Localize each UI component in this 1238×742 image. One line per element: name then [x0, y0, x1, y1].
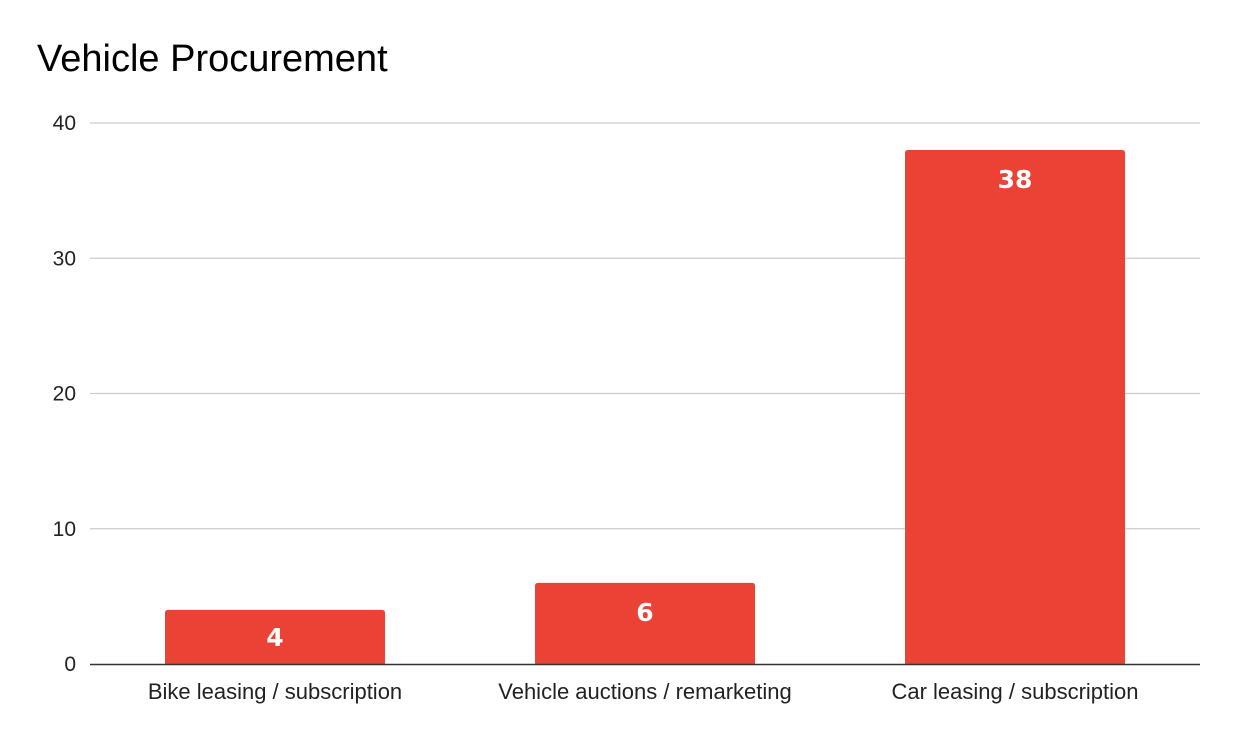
- x-category-label: Car leasing / subscription: [891, 679, 1138, 704]
- bar-data-label: 38: [998, 165, 1033, 194]
- y-tick-label: 0: [64, 653, 76, 676]
- x-axis-labels: Bike leasing / subscription Vehicle aucti…: [148, 679, 1139, 704]
- y-axis-ticks: 0 10 20 30 40: [53, 112, 76, 676]
- chart-title: Vehicle Procurement: [37, 38, 388, 80]
- bars: 4 6 38: [165, 150, 1125, 665]
- bar: [165, 609, 385, 664]
- bar: [905, 150, 1125, 665]
- y-tick-label: 20: [53, 383, 76, 406]
- y-tick-label: 40: [53, 112, 76, 135]
- x-category-label: Bike leasing / subscription: [148, 679, 402, 704]
- bar: [535, 582, 755, 664]
- y-tick-label: 10: [53, 518, 76, 541]
- bar-data-label: 6: [636, 598, 653, 627]
- bar-data-label: 4: [266, 623, 283, 652]
- y-tick-label: 30: [53, 247, 76, 270]
- x-category-label: Vehicle auctions / remarketing: [498, 679, 792, 704]
